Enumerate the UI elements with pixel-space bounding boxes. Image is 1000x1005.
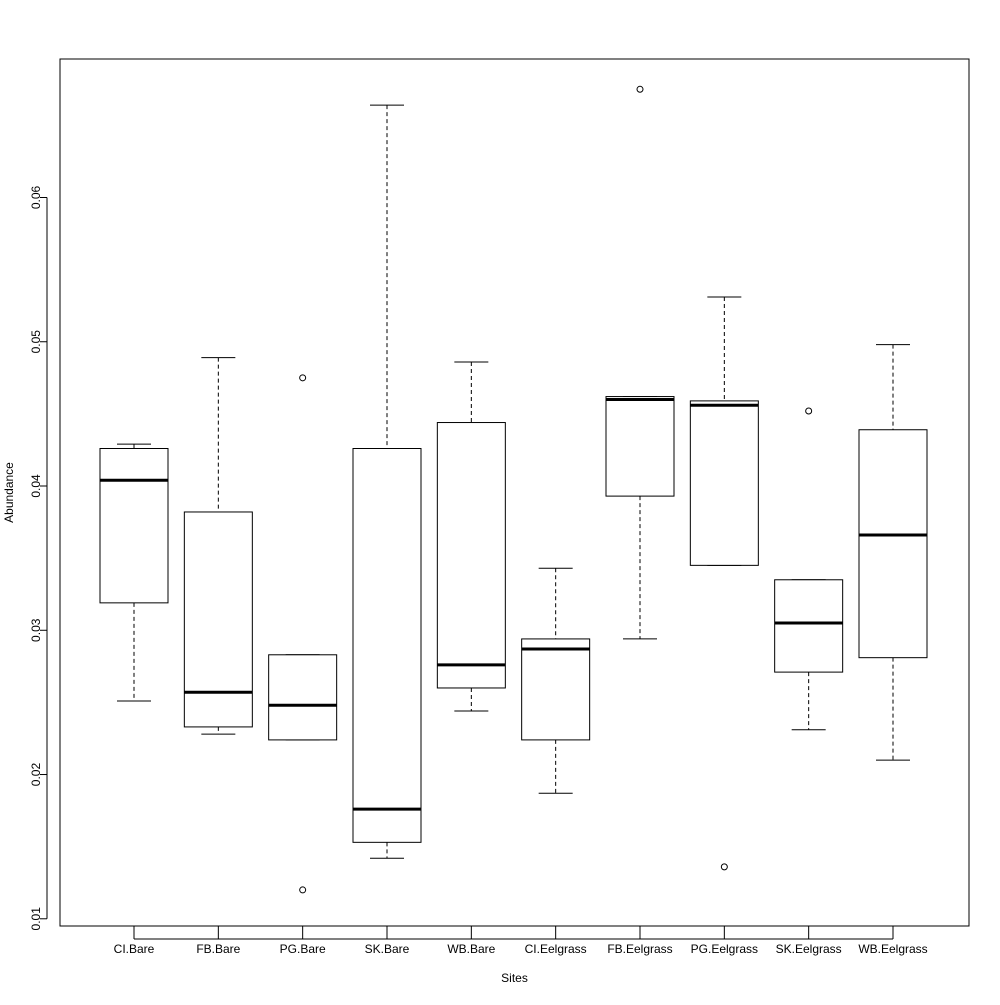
- box-CI.Bare: [99, 448, 169, 604]
- x-tick-label: WB.Bare: [447, 942, 495, 956]
- y-tick-label: 0.04: [29, 474, 43, 498]
- x-axis-title: Sites: [501, 971, 528, 985]
- box-PG.Bare: [268, 654, 338, 741]
- x-tick-label: SK.Eelgrass: [776, 942, 842, 956]
- box-WB.Eelgrass: [858, 429, 928, 659]
- outlier-point: [299, 374, 307, 382]
- y-tick-label: 0.03: [29, 618, 43, 642]
- box-SK.Eelgrass: [774, 579, 844, 673]
- outlier-point: [805, 407, 813, 415]
- box-CI.Eelgrass: [521, 638, 591, 741]
- x-tick-label: FB.Bare: [196, 942, 240, 956]
- x-tick-label: PG.Bare: [280, 942, 326, 956]
- outlier-point: [636, 85, 644, 93]
- y-axis-title: Abundance: [2, 462, 16, 523]
- x-tick-label: CI.Bare: [114, 942, 155, 956]
- box-FB.Eelgrass: [605, 396, 675, 497]
- box-FB.Bare: [183, 511, 253, 728]
- plot-frame: [59, 58, 970, 927]
- box-SK.Bare: [352, 448, 422, 843]
- y-tick-label: 0.01: [29, 907, 43, 931]
- y-tick-label: 0.06: [29, 185, 43, 209]
- x-tick-label: PG.Eelgrass: [691, 942, 758, 956]
- x-tick-label: CI.Eelgrass: [525, 942, 587, 956]
- x-tick-label: SK.Bare: [365, 942, 410, 956]
- x-tick-label: FB.Eelgrass: [607, 942, 672, 956]
- x-tick-label: WB.Eelgrass: [858, 942, 927, 956]
- y-tick-label: 0.05: [29, 330, 43, 354]
- outlier-point: [720, 863, 728, 871]
- box-PG.Eelgrass: [689, 400, 759, 566]
- outlier-point: [299, 886, 307, 894]
- y-tick-label: 0.02: [29, 763, 43, 787]
- box-WB.Bare: [436, 422, 506, 689]
